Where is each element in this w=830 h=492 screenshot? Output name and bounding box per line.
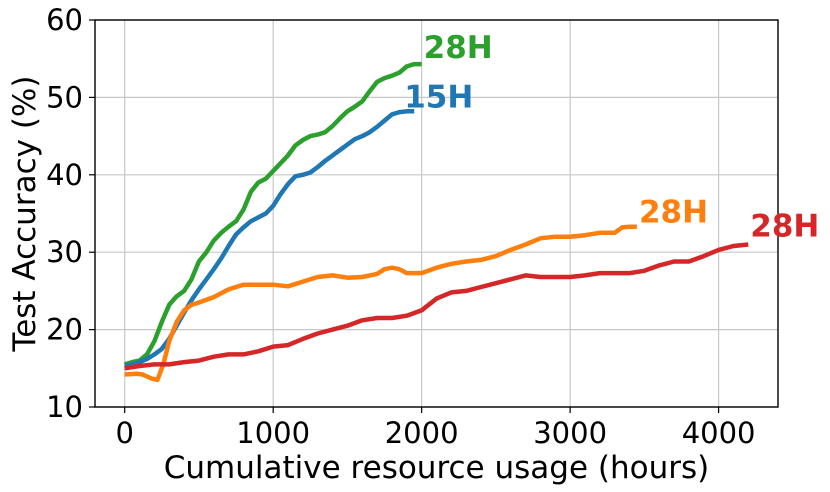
y-tick-label: 10 xyxy=(46,390,83,424)
x-tick-label: 2000 xyxy=(385,416,459,450)
series-line-2 xyxy=(124,109,415,369)
tick-labels: 0 1000 2000 3000 4000 10 20 30 40 50 60 xyxy=(46,3,755,450)
series-label-1: 28H xyxy=(424,30,493,66)
y-tick-label: 50 xyxy=(46,80,83,114)
series-label-4: 28H xyxy=(750,208,819,244)
series-label-3: 28H xyxy=(639,195,708,231)
y-tick-label: 60 xyxy=(46,3,83,37)
series-label-2: 15H xyxy=(404,79,473,115)
y-tick-label: 40 xyxy=(46,158,83,192)
x-tick-label: 3000 xyxy=(533,416,607,450)
y-tick-label: 20 xyxy=(46,313,83,347)
y-tick-label: 30 xyxy=(46,235,83,269)
x-tick-label: 4000 xyxy=(682,416,756,450)
x-tick-label: 0 xyxy=(115,416,133,450)
series-labels: 28H 15H 28H 28H xyxy=(404,30,819,244)
y-axis-label: Test Accuracy (%) xyxy=(7,76,43,353)
series-line-4 xyxy=(124,242,749,371)
x-tick-label: 1000 xyxy=(236,416,310,450)
x-axis-label: Cumulative resource usage (hours) xyxy=(164,450,709,486)
series-line-3 xyxy=(124,224,637,383)
plot-frame xyxy=(94,19,779,408)
series-lines xyxy=(124,61,749,383)
series-line-1 xyxy=(124,61,422,367)
